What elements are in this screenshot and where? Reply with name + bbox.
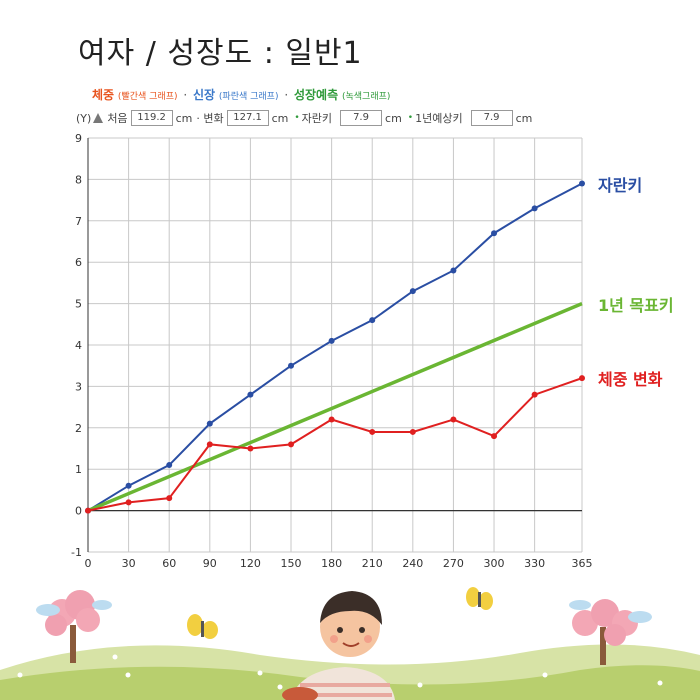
initial-label: 처음: [107, 112, 128, 125]
unit-label: cm: [385, 111, 402, 125]
legend-separator: ·: [183, 88, 188, 102]
info-bar: (Y) 처음 119.2 cm · 변화 127.1 cm • 자란키 7.9 …: [76, 110, 532, 126]
y-tick-label: 6: [75, 256, 82, 269]
data-point-weight: [85, 507, 91, 514]
x-tick-label: 180: [321, 557, 342, 570]
cloud-left-icon: [36, 600, 112, 616]
tree-right-icon: [572, 599, 638, 665]
x-tick-label: 90: [203, 557, 217, 570]
legend-weight-label: 체중: [92, 88, 115, 102]
y-tick-label: 3: [75, 380, 82, 393]
butterfly-right-icon: [466, 587, 493, 610]
x-tick-label: 60: [162, 557, 176, 570]
initial-value-field: 119.2: [130, 110, 173, 126]
y-tick-label: 0: [75, 505, 82, 518]
x-tick-label: 365: [572, 557, 593, 570]
x-tick-label: 120: [240, 557, 261, 570]
x-tick-label: 270: [443, 557, 464, 570]
legend-separator: ·: [284, 88, 289, 102]
data-point-height: [409, 288, 416, 295]
unit-label: cm: [175, 111, 193, 125]
data-point-height: [579, 180, 585, 187]
cloud-right-icon: [569, 600, 652, 623]
legend-height-sub: (파란색 그래프): [218, 92, 279, 102]
page-title: 여자 / 성장도 : 일반1: [78, 36, 363, 71]
series-label-weight: 체중 변화: [598, 370, 663, 390]
arrow-up-icon: [93, 113, 104, 123]
x-tick-label: 240: [402, 557, 423, 570]
growth-chart: 0 30 60 90 120 150 180 210 240 270 300 330 365-10123…: [71, 132, 593, 570]
x-tick-label: 0: [85, 557, 92, 570]
change-label: · 변화: [196, 112, 224, 125]
data-point-weight: [125, 499, 132, 506]
unit-label: cm: [271, 111, 289, 125]
data-point-weight: [409, 428, 416, 435]
data-point-height: [531, 205, 538, 212]
data-point-weight: [531, 391, 538, 398]
expected-label: 1년예상키: [415, 112, 463, 125]
data-point-height: [288, 362, 295, 369]
x-tick-label: 330: [524, 557, 545, 570]
data-point-weight: [247, 445, 254, 452]
data-point-weight: [369, 428, 376, 435]
grow-label: 자란키: [301, 112, 333, 125]
series-line-prediction: [87, 301, 583, 513]
y-tick-label: -1: [71, 546, 82, 559]
bullet-icon: •: [407, 113, 414, 123]
x-tick-label: 150: [281, 557, 302, 570]
data-point-weight: [491, 433, 498, 440]
data-point-height: [369, 317, 376, 324]
data-point-height: [206, 420, 213, 427]
x-tick-label: 30: [122, 557, 136, 570]
tree-left-icon: [45, 590, 100, 663]
data-point-height: [491, 230, 498, 237]
legend-prediction-sub: (녹색그래프): [341, 92, 391, 102]
legend-weight-sub: (빨간색 그래프): [117, 92, 178, 102]
data-point-height: [166, 462, 173, 469]
change-value-field: 127.1: [226, 110, 269, 126]
data-point-weight: [328, 416, 335, 423]
legend: 체중 (빨간색 그래프) · 신장 (파란색 그래프) · 성장예측 (녹색그래…: [92, 86, 390, 103]
bullet-icon: •: [294, 113, 300, 123]
legend-height-label: 신장: [192, 88, 216, 102]
y-tick-label: 9: [75, 132, 82, 145]
series-label-prediction: 1년 목표키: [598, 295, 674, 315]
butterfly-left-icon: [187, 614, 218, 639]
data-point-height: [450, 267, 457, 274]
y-tick-label: 2: [75, 422, 82, 435]
unit-label: cm: [515, 111, 533, 125]
expected-value-field: 7.9: [470, 110, 513, 126]
data-point-weight: [579, 375, 585, 382]
data-point-weight: [288, 441, 295, 448]
x-tick-label: 300: [484, 557, 505, 570]
data-point-height: [328, 337, 335, 344]
y-axis-label: (Y): [76, 111, 92, 125]
series-label-height: 자란키: [598, 175, 643, 195]
x-tick-label: 210: [362, 557, 383, 570]
data-point-height: [247, 391, 254, 398]
series-line-weight: [87, 377, 583, 512]
child-avatar: [282, 591, 395, 700]
y-tick-label: 4: [75, 339, 82, 352]
y-tick-label: 7: [75, 215, 82, 228]
series-line-height: [87, 182, 583, 512]
y-tick-label: 1: [75, 463, 82, 476]
y-tick-label: 8: [75, 173, 82, 186]
data-point-weight: [206, 441, 213, 448]
data-point-height: [125, 482, 132, 489]
data-point-weight: [450, 416, 457, 423]
decorative-scene: [0, 587, 700, 700]
flowers: [17, 654, 663, 690]
data-point-weight: [166, 495, 173, 502]
y-tick-label: 5: [75, 298, 82, 311]
grow-value-field: 7.9: [340, 110, 383, 126]
legend-prediction-label: 성장예측: [293, 88, 339, 102]
